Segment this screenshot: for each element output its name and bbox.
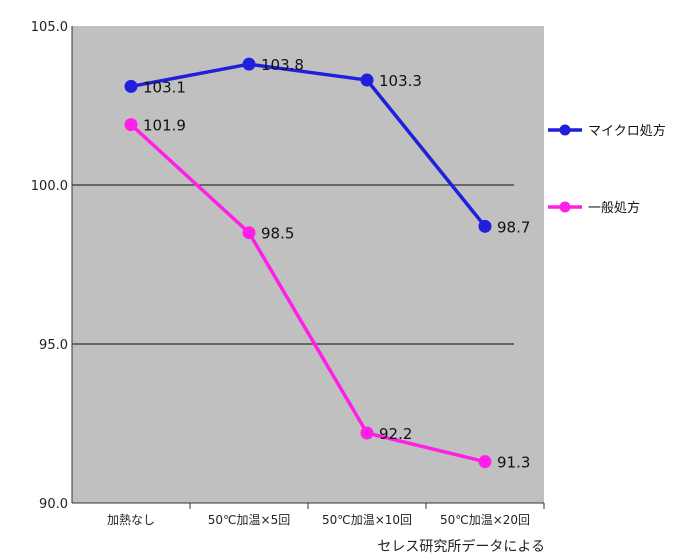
data-point: [242, 226, 256, 240]
data-label: 92.2: [379, 425, 412, 443]
data-point: [478, 455, 492, 469]
data-point: [360, 426, 374, 440]
legend-label: マイクロ処方: [588, 123, 666, 139]
data-point: [124, 79, 138, 93]
data-label: 91.3: [497, 454, 530, 472]
y-tick-label: 105.0: [31, 20, 68, 35]
gridlines: [72, 184, 514, 345]
y-tick-label: 100.0: [31, 179, 68, 194]
data-label: 98.7: [497, 218, 530, 236]
x-axis-ticks: 加熱なし 50℃加温×5回 50℃加温×10回 50℃加温×20回: [107, 503, 545, 527]
series-2: 101.9 98.5 92.2 91.3: [124, 117, 530, 472]
data-label: 98.5: [261, 225, 294, 243]
x-tick-label: 50℃加温×10回: [322, 513, 412, 527]
y-axis-ticks: 90.0 95.0 100.0 105.0: [31, 20, 68, 512]
plot-area: [72, 26, 544, 503]
data-point: [242, 57, 256, 71]
source-note: セレス研究所データによる: [377, 538, 545, 555]
series-line: [130, 62, 487, 228]
x-tick-label: 50℃加温×20回: [440, 513, 530, 527]
data-label: 101.9: [143, 117, 186, 135]
series: 103.1 103.8 103.3 98.7 101.9 98.5 92.2 91.3: [124, 56, 530, 472]
data-label: 103.8: [261, 56, 304, 74]
series-line: [129, 123, 486, 464]
y-tick-label: 95.0: [39, 338, 68, 353]
legend-marker: [559, 124, 571, 136]
data-point: [478, 219, 492, 233]
x-tick-label: 50℃加温×5回: [208, 513, 290, 527]
data-label: 103.1: [143, 78, 186, 96]
x-tick-label: 加熱なし: [107, 513, 155, 527]
legend-marker: [559, 201, 571, 213]
y-tick-label: 90.0: [39, 497, 68, 512]
data-label: 103.3: [379, 72, 422, 90]
series-1: 103.1 103.8 103.3 98.7: [124, 56, 530, 236]
legend-label: 一般処方: [588, 200, 640, 216]
data-point: [124, 118, 138, 132]
data-point: [360, 73, 374, 87]
